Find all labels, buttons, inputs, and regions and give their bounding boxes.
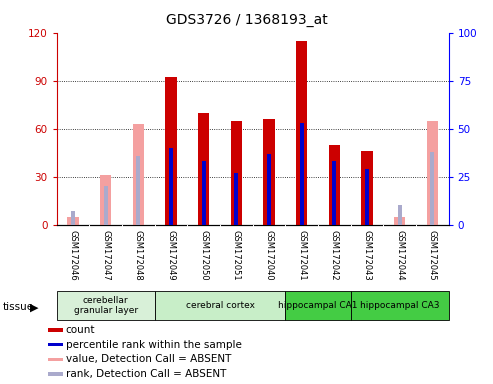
Bar [285, 291, 351, 320]
Bar [48, 328, 63, 332]
Text: hippocampal CA3: hippocampal CA3 [360, 301, 439, 310]
Bar [48, 372, 63, 376]
Bar [332, 161, 336, 225]
Text: GSM172041: GSM172041 [297, 230, 306, 280]
Bar [68, 217, 79, 225]
Text: cerebral cortex: cerebral cortex [185, 301, 254, 310]
Text: GSM172051: GSM172051 [232, 230, 241, 280]
Text: tissue: tissue [2, 302, 34, 312]
Text: GSM172047: GSM172047 [101, 230, 110, 281]
Bar [231, 121, 242, 225]
Bar [169, 148, 173, 225]
Text: GSM172043: GSM172043 [362, 230, 372, 281]
Bar [234, 173, 238, 225]
Bar [263, 119, 275, 225]
Bar [361, 151, 373, 225]
Bar [296, 41, 307, 225]
Bar [426, 121, 438, 225]
Text: ▶: ▶ [30, 302, 38, 312]
Bar [329, 145, 340, 225]
Bar [365, 169, 369, 225]
Bar [57, 291, 155, 320]
Bar [430, 152, 434, 225]
Text: cerebellar
granular layer: cerebellar granular layer [73, 296, 138, 315]
Text: GSM172046: GSM172046 [69, 230, 77, 281]
Bar [48, 343, 63, 346]
Bar [300, 123, 304, 225]
Text: GDS3726 / 1368193_at: GDS3726 / 1368193_at [166, 13, 327, 27]
Bar [165, 78, 176, 225]
Text: GSM172050: GSM172050 [199, 230, 208, 280]
Bar [398, 205, 402, 225]
Text: percentile rank within the sample: percentile rank within the sample [66, 340, 242, 350]
Bar [155, 291, 285, 320]
Text: rank, Detection Call = ABSENT: rank, Detection Call = ABSENT [66, 369, 226, 379]
Bar [137, 156, 141, 225]
Text: value, Detection Call = ABSENT: value, Detection Call = ABSENT [66, 354, 231, 364]
Text: hippocampal CA1: hippocampal CA1 [278, 301, 358, 310]
Bar [100, 175, 111, 225]
Bar [202, 161, 206, 225]
Text: GSM172048: GSM172048 [134, 230, 143, 281]
Text: GSM172045: GSM172045 [428, 230, 437, 280]
Bar [48, 358, 63, 361]
Text: GSM172040: GSM172040 [264, 230, 274, 280]
Text: GSM172044: GSM172044 [395, 230, 404, 280]
Text: GSM172042: GSM172042 [330, 230, 339, 280]
Bar [104, 186, 107, 225]
Bar [133, 124, 144, 225]
Bar [267, 154, 271, 225]
Text: GSM172049: GSM172049 [167, 230, 176, 280]
Bar [394, 217, 405, 225]
Bar [71, 211, 75, 225]
Bar [351, 291, 449, 320]
Bar [198, 113, 210, 225]
Text: count: count [66, 325, 95, 335]
